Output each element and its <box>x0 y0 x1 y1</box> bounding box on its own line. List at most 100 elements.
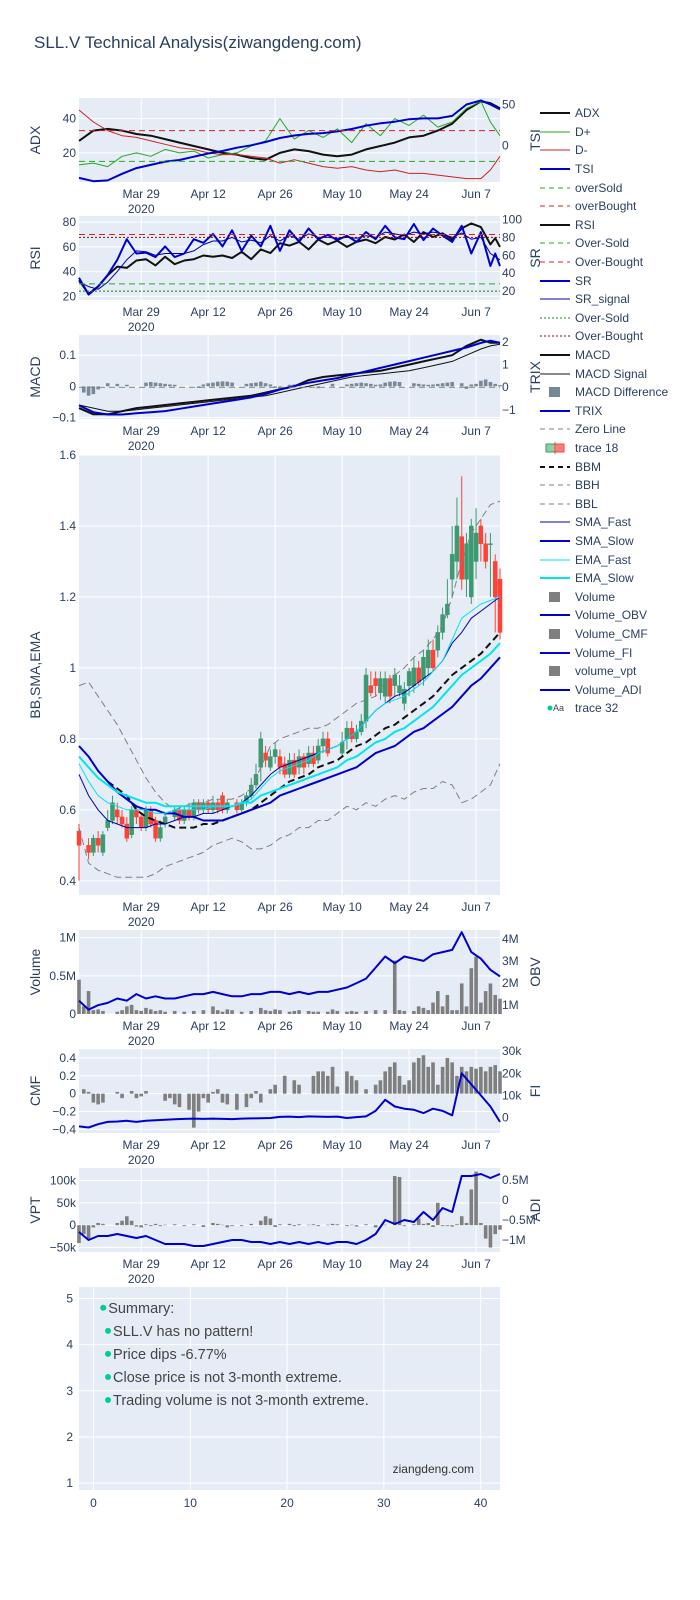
bar <box>101 1093 105 1103</box>
legend-item[interactable]: EMA_Slow <box>540 569 700 588</box>
y2-tick-label: 0 <box>502 1193 509 1207</box>
legend-item[interactable]: Over-Bought <box>540 253 700 272</box>
legend-item[interactable]: MACD <box>540 346 700 365</box>
bar <box>306 1224 311 1226</box>
y2-tick-label: 10k <box>502 1088 522 1102</box>
candle-body <box>86 845 91 853</box>
chart-legend[interactable]: ADX D+ D- TSI overSold overBought RSI Over-Sold… <box>540 104 700 718</box>
candle-body <box>158 827 163 839</box>
legend-item[interactable]: BBM <box>540 457 700 476</box>
legend-item[interactable]: Aa trace 32 <box>540 699 700 718</box>
legend-label: Over-Bought <box>575 329 644 344</box>
legend-item[interactable]: Over-Bought <box>540 327 700 346</box>
y-tick-label: 1.4 <box>59 519 76 533</box>
bar <box>172 1093 177 1105</box>
bar <box>488 381 493 387</box>
legend-item[interactable]: MACD Difference <box>540 383 700 402</box>
bar <box>474 383 478 387</box>
legend-item[interactable]: Volume_CMF <box>540 625 700 644</box>
bar <box>349 1075 354 1094</box>
bar <box>354 383 359 387</box>
legend-label: EMA_Slow <box>575 571 634 586</box>
bar <box>86 1091 91 1094</box>
candle-body <box>91 837 96 853</box>
series-sr <box>78 223 501 296</box>
bar <box>120 1093 124 1099</box>
legend-symbol <box>540 373 570 375</box>
bar <box>115 383 120 387</box>
x-tick-label: Apr 26 <box>257 900 293 914</box>
bar <box>77 979 81 1014</box>
bar <box>249 1093 254 1099</box>
legend-item[interactable]: SMA_Fast <box>540 513 700 532</box>
candle-body <box>488 543 493 545</box>
legend-item[interactable]: overSold <box>540 178 700 197</box>
bar <box>469 1189 474 1226</box>
legend-item[interactable]: D+ <box>540 123 700 142</box>
legend-label: BBM <box>575 459 602 474</box>
panel-volume <box>77 930 502 1015</box>
bar <box>345 384 349 387</box>
legend-item[interactable]: MACD Signal <box>540 364 700 383</box>
legend-item[interactable]: SMA_Slow <box>540 532 700 551</box>
bar <box>249 1223 254 1226</box>
legend-symbol <box>540 503 570 505</box>
legend-symbol: Aa <box>547 703 564 713</box>
series-ema-slow <box>78 642 501 808</box>
bar <box>139 1010 143 1014</box>
bar <box>158 1225 163 1227</box>
legend-item[interactable]: EMA_Fast <box>540 550 700 569</box>
y2-tick-label: 100 <box>502 213 522 227</box>
legend-item[interactable]: SR <box>540 271 700 290</box>
bar <box>426 1222 431 1226</box>
x-tick-label: Apr 26 <box>257 187 293 201</box>
bar <box>464 1222 469 1226</box>
candle-body <box>320 738 326 747</box>
legend-item[interactable]: Zero Line <box>540 420 700 439</box>
legend-item[interactable]: overBought <box>540 197 700 216</box>
legend-item[interactable]: Volume_ADI <box>540 680 700 699</box>
legend-item[interactable]: TSI <box>540 160 700 179</box>
candle-body <box>469 525 474 598</box>
bar <box>211 1006 215 1014</box>
legend-item[interactable]: Over-Sold <box>540 234 700 253</box>
candle-body <box>115 809 120 818</box>
x-tick-label: Apr 12 <box>190 900 226 914</box>
bar <box>421 1007 426 1014</box>
legend-item[interactable]: SR_signal <box>540 290 700 309</box>
legend-item[interactable]: TRIX <box>540 402 700 421</box>
x-tick-label: May 10 <box>322 1019 362 1033</box>
bar <box>383 1071 387 1094</box>
legend-item[interactable]: volume_vpt <box>540 662 700 681</box>
legend-item[interactable]: BBL <box>540 494 700 513</box>
bar <box>459 383 464 387</box>
summary-text: Trading volume is not 3-month extreme. <box>113 1393 369 1409</box>
bar <box>129 1220 134 1226</box>
bar <box>455 1075 459 1094</box>
bar <box>129 1091 134 1094</box>
y2-tick-label: 0 <box>502 1111 509 1125</box>
legend-item[interactable]: trace 18 <box>540 439 700 458</box>
legend-item[interactable]: ADX <box>540 104 700 123</box>
x-tick-label: May 10 <box>322 1257 362 1271</box>
x-tick-label: May 10 <box>322 305 362 319</box>
candle-body <box>445 603 450 615</box>
bar <box>263 1010 268 1014</box>
summary-text: SLL.V has no pattern! <box>113 1324 253 1340</box>
legend-label: Volume_ADI <box>575 682 642 697</box>
legend-item[interactable]: D- <box>540 141 700 160</box>
legend-item[interactable]: Over-Sold <box>540 309 700 328</box>
bar <box>493 383 498 387</box>
bar <box>86 1225 91 1239</box>
bar <box>211 382 215 387</box>
legend-item[interactable]: RSI <box>540 216 700 235</box>
legend-item[interactable]: BBH <box>540 476 700 495</box>
legend-item[interactable]: Volume_OBV <box>540 606 700 625</box>
bar <box>397 1176 402 1226</box>
x-tick-label: 30 <box>377 1496 391 1510</box>
legend-label: BBL <box>575 496 598 511</box>
legend-item[interactable]: Volume <box>540 587 700 606</box>
bar <box>134 1093 139 1099</box>
legend-item[interactable]: Volume_FI <box>540 643 700 662</box>
bar <box>292 1080 297 1094</box>
